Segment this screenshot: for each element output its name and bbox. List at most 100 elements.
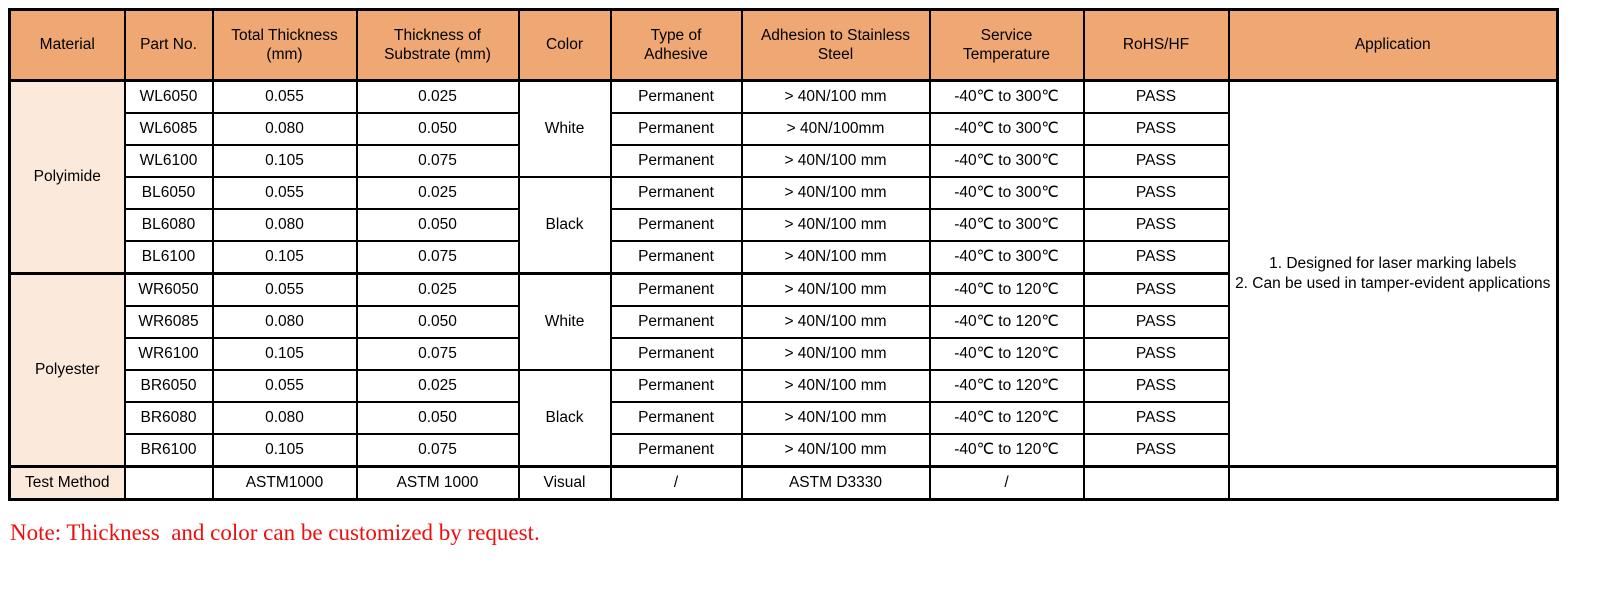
- total-thickness-cell: ASTM1000: [211, 465, 358, 501]
- adhesion-cell: > 40N/100mm: [740, 112, 931, 146]
- col-header-part-no: Part No.: [123, 8, 214, 82]
- rohs-cell: PASS: [1082, 272, 1230, 307]
- service-temp-cell: -40℃ to 300℃: [928, 79, 1085, 114]
- adhesion-cell: > 40N/100 mm: [740, 240, 931, 275]
- spec-row: BR6100 0.105 0.075 Permanent > 40N/100 m…: [10, 433, 1558, 468]
- material-cell: Polyimide: [8, 79, 126, 275]
- adhesive-cell: /: [609, 465, 743, 501]
- part-no-cell: WL6050: [123, 79, 214, 114]
- service-temp-cell: -40℃ to 120℃: [928, 305, 1085, 339]
- part-no-cell: BR6100: [123, 433, 214, 468]
- adhesion-cell: ASTM D3330: [740, 465, 931, 501]
- adhesive-cell: Permanent: [609, 79, 743, 114]
- part-no-cell: BR6050: [123, 369, 214, 403]
- service-temp-cell: /: [928, 465, 1085, 501]
- rohs-cell: PASS: [1082, 433, 1230, 468]
- adhesion-cell: > 40N/100 mm: [740, 401, 931, 435]
- total-thickness-cell: 0.105: [211, 240, 358, 275]
- col-header-rohs: RoHS/HF: [1082, 8, 1230, 82]
- substrate-thickness-cell: 0.050: [355, 305, 520, 339]
- spec-row: BR6080 0.080 0.050 Permanent > 40N/100 m…: [10, 401, 1558, 435]
- application-line: 1. Designed for laser marking labels: [1269, 255, 1517, 273]
- rohs-cell: PASS: [1082, 240, 1230, 275]
- adhesive-cell: Permanent: [609, 272, 743, 307]
- rohs-cell: PASS: [1082, 208, 1230, 242]
- substrate-thickness-cell: 0.025: [355, 369, 520, 403]
- substrate-thickness-cell: 0.075: [355, 337, 520, 371]
- service-temp-cell: -40℃ to 120℃: [928, 401, 1085, 435]
- part-no-cell: WR6050: [123, 272, 214, 307]
- spec-row: WR6100 0.105 0.075 Permanent > 40N/100 m…: [10, 337, 1558, 371]
- color-cell: White: [517, 79, 612, 178]
- substrate-thickness-cell: 0.050: [355, 401, 520, 435]
- spec-row: WL6085 0.080 0.050 Permanent > 40N/100mm…: [10, 112, 1558, 146]
- col-header-application: Application: [1227, 8, 1559, 82]
- substrate-thickness-cell: 0.050: [355, 208, 520, 242]
- color-cell: White: [517, 272, 612, 371]
- adhesion-cell: > 40N/100 mm: [740, 208, 931, 242]
- total-thickness-cell: 0.080: [211, 112, 358, 146]
- adhesion-cell: > 40N/100 mm: [740, 369, 931, 403]
- rohs-cell: PASS: [1082, 337, 1230, 371]
- part-no-cell: WR6100: [123, 337, 214, 371]
- part-no-cell: WL6100: [123, 144, 214, 178]
- adhesive-cell: Permanent: [609, 369, 743, 403]
- total-thickness-cell: 0.080: [211, 401, 358, 435]
- application-cell: 1. Designed for laser marking labels 2. …: [1227, 79, 1559, 468]
- application-cell: [1227, 465, 1559, 501]
- col-header-service-temp: Service Temperature: [928, 8, 1085, 82]
- part-no-cell: BL6100: [123, 240, 214, 275]
- total-thickness-cell: 0.055: [211, 272, 358, 307]
- rohs-cell: PASS: [1082, 144, 1230, 178]
- part-no-cell: BL6050: [123, 176, 214, 210]
- note-text: Note: Thickness and color can be customi…: [10, 520, 540, 545]
- adhesive-cell: Permanent: [609, 112, 743, 146]
- total-thickness-cell: 0.080: [211, 305, 358, 339]
- service-temp-cell: -40℃ to 300℃: [928, 176, 1085, 210]
- color-cell: Black: [517, 369, 612, 468]
- total-thickness-cell: 0.080: [211, 208, 358, 242]
- adhesive-cell: Permanent: [609, 433, 743, 468]
- adhesive-cell: Permanent: [609, 208, 743, 242]
- rohs-cell: PASS: [1082, 176, 1230, 210]
- rohs-cell: PASS: [1082, 401, 1230, 435]
- adhesion-cell: > 40N/100 mm: [740, 433, 931, 468]
- adhesion-cell: > 40N/100 mm: [740, 144, 931, 178]
- substrate-thickness-cell: 0.025: [355, 176, 520, 210]
- service-temp-cell: -40℃ to 120℃: [928, 369, 1085, 403]
- rohs-cell: PASS: [1082, 79, 1230, 114]
- datasheet-page: Material Part No. Total Thickness (mm) T…: [0, 8, 1600, 589]
- col-header-material: Material: [8, 8, 126, 82]
- part-no-cell: BR6080: [123, 401, 214, 435]
- total-thickness-cell: 0.055: [211, 79, 358, 114]
- service-temp-cell: -40℃ to 120℃: [928, 272, 1085, 307]
- total-thickness-cell: 0.055: [211, 369, 358, 403]
- substrate-thickness-cell: 0.075: [355, 433, 520, 468]
- service-temp-cell: -40℃ to 120℃: [928, 433, 1085, 468]
- spec-row: WL6100 0.105 0.075 Permanent > 40N/100 m…: [10, 144, 1558, 178]
- header-row: Material Part No. Total Thickness (mm) T…: [8, 8, 1559, 82]
- spec-row: WR6085 0.080 0.050 Permanent > 40N/100 m…: [10, 305, 1558, 339]
- spec-row: BR6050 0.055 0.025 Black Permanent > 40N…: [10, 369, 1558, 468]
- adhesion-cell: > 40N/100 mm: [740, 337, 931, 371]
- service-temp-cell: -40℃ to 300℃: [928, 112, 1085, 146]
- adhesive-cell: Permanent: [609, 144, 743, 178]
- rohs-cell: [1082, 465, 1230, 501]
- total-thickness-cell: 0.105: [211, 433, 358, 468]
- substrate-thickness-cell: 0.075: [355, 240, 520, 275]
- adhesive-cell: Permanent: [609, 401, 743, 435]
- substrate-thickness-cell: ASTM 1000: [355, 465, 520, 501]
- part-no-cell: BL6080: [123, 208, 214, 242]
- color-cell: Black: [517, 176, 612, 275]
- adhesive-cell: Permanent: [609, 305, 743, 339]
- test-method-row: Test Method ASTM1000 ASTM 1000 Visual / …: [8, 465, 1559, 501]
- spec-row: Polyimide WL6050 0.055 0.025 White Perma…: [8, 79, 1559, 468]
- adhesive-cell: Permanent: [609, 240, 743, 275]
- part-no-cell: WL6085: [123, 112, 214, 146]
- service-temp-cell: -40℃ to 120℃: [928, 337, 1085, 371]
- service-temp-cell: -40℃ to 300℃: [928, 144, 1085, 178]
- rohs-cell: PASS: [1082, 305, 1230, 339]
- adhesion-cell: > 40N/100 mm: [740, 272, 931, 307]
- color-cell: Visual: [517, 465, 612, 501]
- adhesion-cell: > 40N/100 mm: [740, 305, 931, 339]
